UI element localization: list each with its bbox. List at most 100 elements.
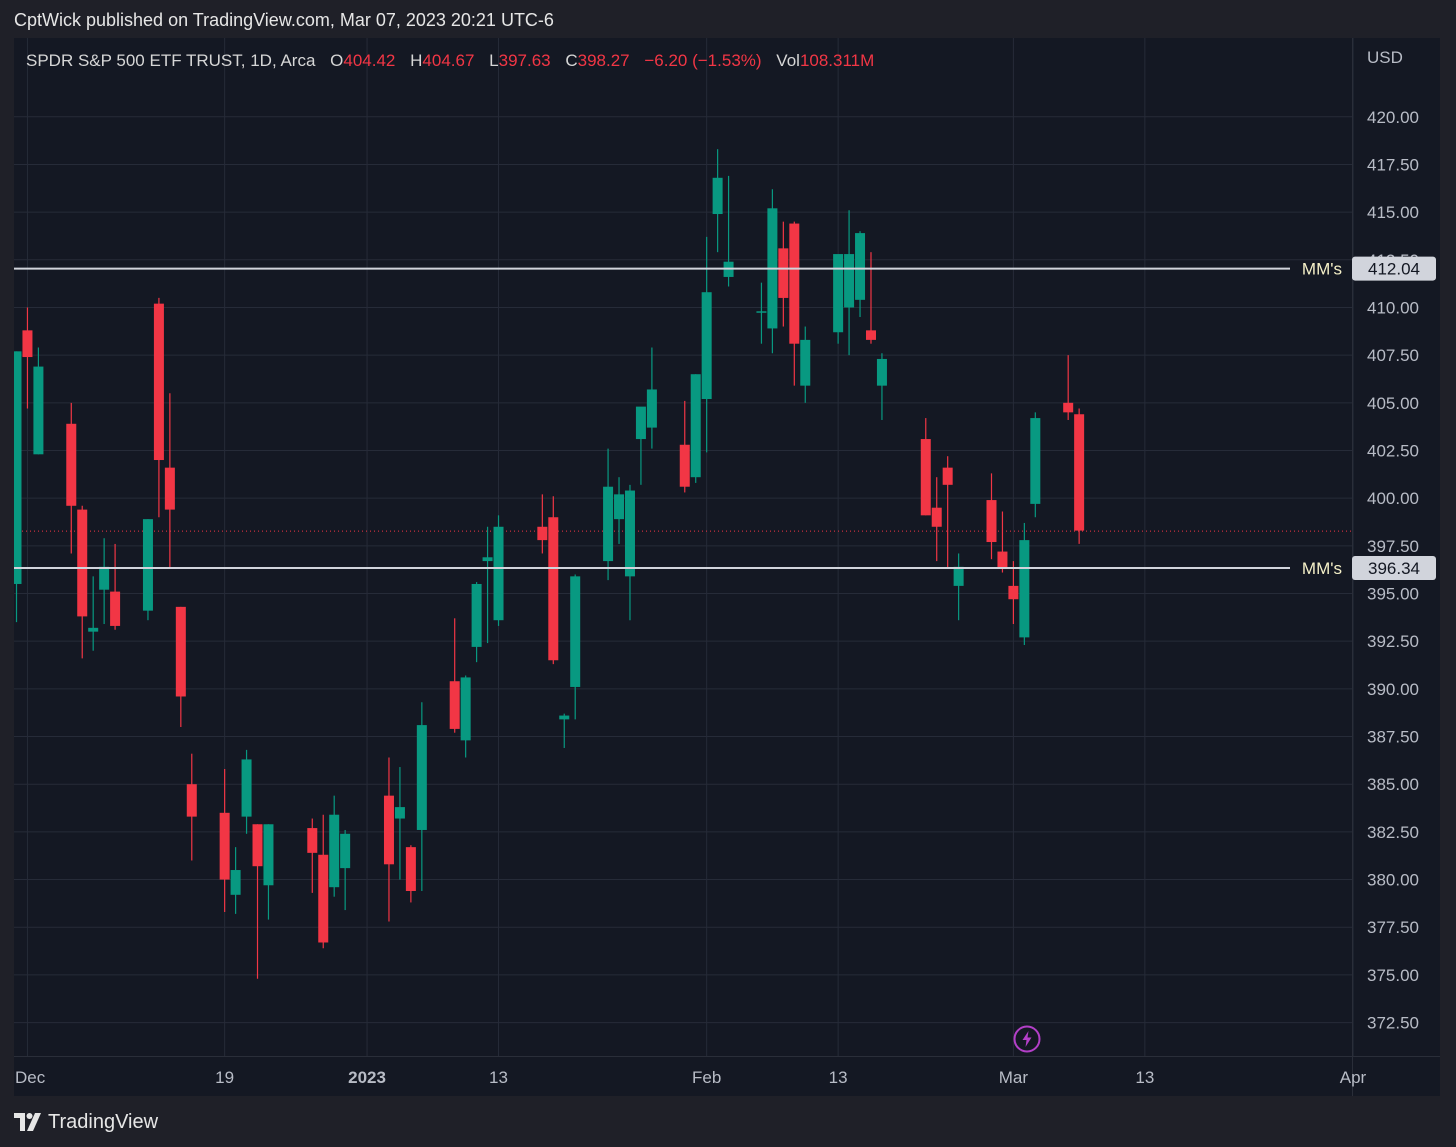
candle-body bbox=[186, 784, 197, 817]
candle-up bbox=[142, 519, 153, 621]
candle-body bbox=[482, 557, 493, 562]
volume-value: 108.311M bbox=[799, 51, 875, 70]
candle-up bbox=[33, 347, 44, 455]
y-axis-group: 420.00417.50415.00412.50410.00407.50405.… bbox=[1367, 108, 1419, 1033]
candles-group bbox=[14, 149, 1085, 979]
y-tick-label: 377.50 bbox=[1367, 918, 1419, 937]
candle-body bbox=[307, 828, 318, 853]
candle-body bbox=[953, 566, 964, 586]
y-tick-label: 390.00 bbox=[1367, 680, 1419, 699]
candle-up bbox=[603, 448, 614, 581]
x-tick-label: 2023 bbox=[348, 1068, 386, 1087]
candle-down bbox=[778, 221, 789, 327]
candle-down bbox=[986, 473, 997, 560]
candle-up bbox=[624, 484, 635, 621]
candle-up bbox=[756, 282, 767, 344]
price-chart[interactable]: MM'sMM's420.00417.50415.00412.50410.0040… bbox=[14, 38, 1440, 1096]
candle-down bbox=[22, 307, 33, 409]
x-tick-label: 19 bbox=[215, 1068, 234, 1087]
candle-body bbox=[164, 467, 175, 510]
candle-body bbox=[986, 500, 997, 543]
candle-body bbox=[88, 627, 99, 632]
low-label: L bbox=[489, 51, 499, 70]
candle-body bbox=[252, 824, 263, 867]
y-tick-label: 380.00 bbox=[1367, 871, 1419, 890]
candle-down bbox=[307, 818, 318, 893]
x-tick-label: Apr bbox=[1340, 1068, 1367, 1087]
candle-body bbox=[778, 248, 789, 298]
y-tick-label: 400.00 bbox=[1367, 489, 1419, 508]
x-tick-label: Mar bbox=[999, 1068, 1029, 1087]
candle-up bbox=[460, 675, 471, 758]
ohlc-legend: SPDR S&P 500 ETF TRUST, 1D, Arca O404.42… bbox=[26, 51, 874, 71]
change-value: −6.20 (−1.53%) bbox=[644, 51, 762, 70]
x-tick-label: 13 bbox=[489, 1068, 508, 1087]
candle-down bbox=[920, 418, 931, 516]
candle-body bbox=[77, 509, 88, 617]
candle-down bbox=[679, 400, 690, 493]
candle-body bbox=[394, 807, 405, 819]
candle-down bbox=[1008, 561, 1019, 625]
x-tick-label: Feb bbox=[692, 1068, 721, 1087]
candle-down bbox=[537, 494, 548, 554]
candle-up bbox=[482, 526, 493, 644]
candle-body bbox=[340, 833, 351, 869]
candle-body bbox=[701, 292, 712, 399]
candle-down bbox=[164, 393, 175, 569]
candle-down bbox=[77, 505, 88, 659]
y-tick-label: 392.50 bbox=[1367, 632, 1419, 651]
candle-up bbox=[99, 538, 110, 625]
level-value-label: 412.04 bbox=[1368, 260, 1420, 279]
candle-up bbox=[635, 406, 646, 485]
y-tick-label: 407.50 bbox=[1367, 346, 1419, 365]
y-tick-label: 402.50 bbox=[1367, 441, 1419, 460]
candle-up bbox=[230, 847, 241, 914]
candle-down bbox=[997, 511, 1008, 573]
candle-body bbox=[756, 311, 767, 313]
candle-up bbox=[833, 254, 844, 344]
symbol-description: SPDR S&P 500 ETF TRUST, 1D, Arca bbox=[26, 51, 316, 70]
lightning-icon[interactable] bbox=[1012, 1024, 1042, 1054]
candle-up bbox=[340, 829, 351, 911]
level-label: MM's bbox=[1302, 260, 1342, 279]
y-tick-label: 415.00 bbox=[1367, 203, 1419, 222]
y-tick-label: 420.00 bbox=[1367, 108, 1419, 127]
candle-up bbox=[953, 553, 964, 621]
candle-body bbox=[559, 715, 570, 720]
candle-down bbox=[1063, 355, 1074, 420]
y-tick-label: 395.00 bbox=[1367, 585, 1419, 604]
x-axis-group: Dec 19 2023 13 Feb 13 Mar 13 Apr bbox=[15, 1068, 1367, 1087]
candle-body bbox=[712, 177, 723, 215]
tradingview-logo-icon bbox=[14, 1113, 41, 1131]
tradingview-logo[interactable]: TradingView bbox=[14, 1108, 158, 1136]
high-value: 404.67 bbox=[422, 51, 475, 70]
candle-body bbox=[855, 233, 866, 300]
candle-body bbox=[14, 351, 22, 584]
candle-body bbox=[153, 303, 164, 461]
y-tick-label: 372.50 bbox=[1367, 1014, 1419, 1033]
candle-down bbox=[186, 753, 197, 861]
candle-body bbox=[318, 854, 329, 943]
candle-up bbox=[241, 749, 252, 834]
candle-up bbox=[394, 767, 405, 880]
publisher-text: CptWick published on TradingView.com, Ma… bbox=[14, 10, 554, 30]
level-value-box bbox=[1352, 555, 1436, 580]
candle-up bbox=[767, 189, 778, 354]
candle-down bbox=[110, 543, 121, 630]
level-label: MM's bbox=[1302, 559, 1342, 578]
candle-body bbox=[537, 526, 548, 541]
tradingview-wordmark: TradingView bbox=[48, 1110, 159, 1133]
candle-body bbox=[635, 406, 646, 440]
candle-body bbox=[416, 725, 427, 830]
candle-body bbox=[405, 847, 416, 891]
y-tick-label: 397.50 bbox=[1367, 537, 1419, 556]
candle-up bbox=[723, 175, 734, 287]
candle-body bbox=[110, 591, 121, 626]
candle-body bbox=[570, 576, 581, 687]
candle-body bbox=[997, 551, 1008, 569]
y-tick-label: 410.00 bbox=[1367, 298, 1419, 317]
candle-body bbox=[219, 812, 230, 880]
candle-body bbox=[865, 330, 876, 340]
candle-body bbox=[99, 566, 110, 590]
candle-down bbox=[931, 477, 942, 562]
